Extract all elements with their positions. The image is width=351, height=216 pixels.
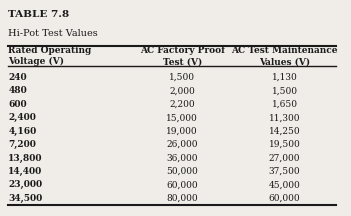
Text: Hi-Pot Test Values: Hi-Pot Test Values [8,29,98,38]
Text: 600: 600 [8,100,27,109]
Text: 50,000: 50,000 [166,167,198,176]
Text: 2,400: 2,400 [8,113,36,122]
Text: 19,500: 19,500 [269,140,300,149]
Text: Rated Operating
Voltage (V): Rated Operating Voltage (V) [8,46,92,67]
Text: 1,130: 1,130 [272,73,298,82]
Text: 2,200: 2,200 [170,100,195,109]
Text: 13,800: 13,800 [8,154,43,162]
Text: 11,300: 11,300 [269,113,300,122]
Text: 36,000: 36,000 [166,154,198,162]
Text: 4,160: 4,160 [8,127,37,136]
Text: 19,000: 19,000 [166,127,198,136]
Text: 15,000: 15,000 [166,113,198,122]
Text: TABLE 7.8: TABLE 7.8 [8,10,69,19]
Text: 1,650: 1,650 [272,100,298,109]
Text: 14,400: 14,400 [8,167,42,176]
Text: 2,000: 2,000 [170,86,195,95]
Text: 480: 480 [8,86,27,95]
Text: 26,000: 26,000 [166,140,198,149]
Text: AC Factory Proof
Test (V): AC Factory Proof Test (V) [140,46,225,66]
Text: AC Test Maintenance
Values (V): AC Test Maintenance Values (V) [231,46,338,66]
Text: 1,500: 1,500 [272,86,298,95]
Text: 1,500: 1,500 [169,73,195,82]
Text: 34,500: 34,500 [8,194,42,203]
Text: 27,000: 27,000 [269,154,300,162]
Text: 80,000: 80,000 [166,194,198,203]
Text: 45,000: 45,000 [269,180,300,189]
Text: 37,500: 37,500 [269,167,300,176]
Text: 60,000: 60,000 [269,194,300,203]
Text: 23,000: 23,000 [8,180,42,189]
Text: 240: 240 [8,73,27,82]
Text: 7,200: 7,200 [8,140,36,149]
Text: 14,250: 14,250 [269,127,300,136]
Text: 60,000: 60,000 [166,180,198,189]
